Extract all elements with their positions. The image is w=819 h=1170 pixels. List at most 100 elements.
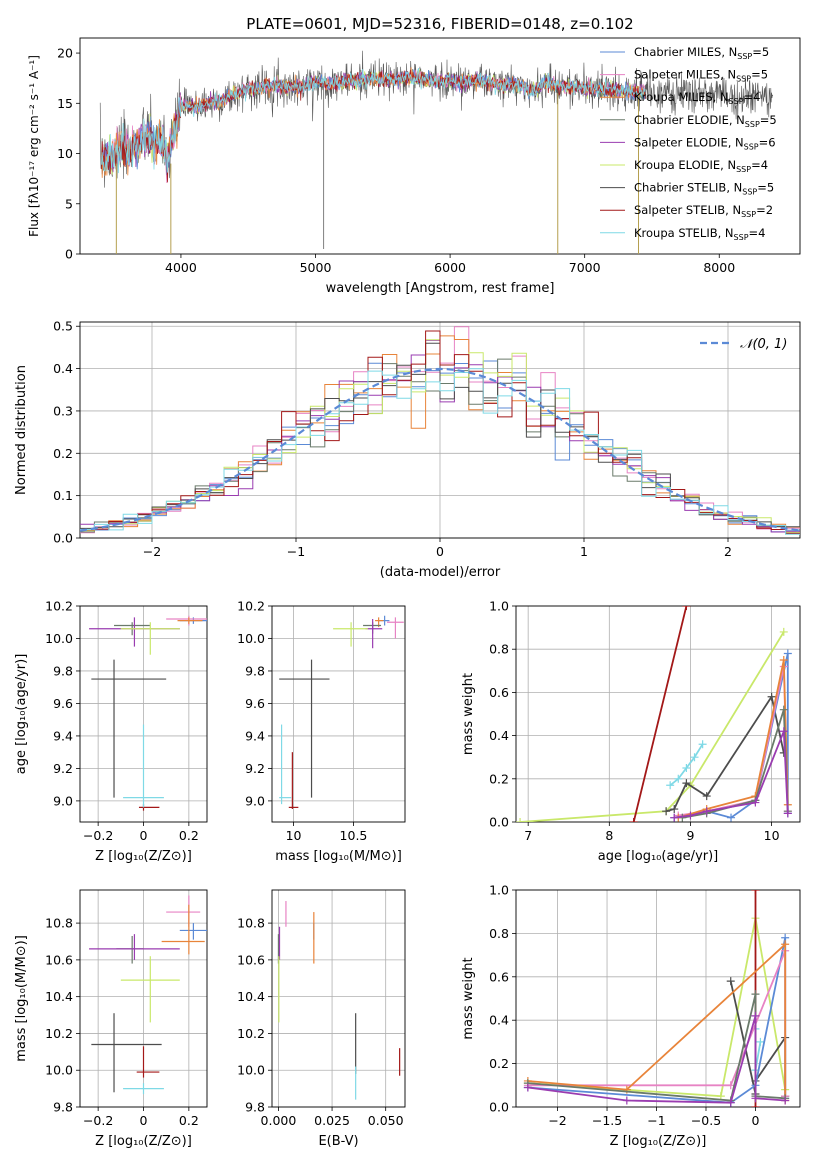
y-axis-label: Normed distribution xyxy=(14,365,29,495)
weight-marker xyxy=(779,727,788,736)
mass_vs_ebv-axes: 0.000 0.025 0.050 9.8 10.0 10.2 10.4 10.6 10.8 E(… xyxy=(237,889,406,1149)
spectrum-line-salpeter_stelib xyxy=(101,69,646,183)
weight-marker xyxy=(698,740,707,749)
legend-label: Chabrier ELODIE, N xyxy=(634,113,745,127)
weight-marker xyxy=(682,606,691,610)
legend-entry: Chabrier MILES, NSSP=5 xyxy=(634,45,769,61)
errorbar-point xyxy=(120,622,180,655)
y-axis-label: mass weight xyxy=(461,957,476,1039)
axes-frame xyxy=(79,889,208,1108)
legend-sub: SSP xyxy=(736,75,751,84)
weight_vs_age-plot-area xyxy=(516,606,792,822)
histogram-salpeter_stelib xyxy=(80,330,800,534)
weight-marker xyxy=(674,774,683,783)
y-tick-label: 0.4 xyxy=(53,361,73,376)
y-axis-label: mass weight xyxy=(461,673,476,755)
y-tick-label: 0.8 xyxy=(489,926,509,941)
age_vs_Z-axes: −0.2 0 0.2 9.0 9.2 9.4 9.6 9.8 10.0 10.2 Z [log₁₀(… xyxy=(14,599,208,864)
residuals-legend: 𝒩(0, 1) xyxy=(700,337,787,352)
legend-sub: SSP xyxy=(737,52,752,61)
axes-frame xyxy=(515,889,801,1108)
weight-marker xyxy=(779,627,788,636)
weight-line-salpeter_stelib xyxy=(632,606,688,822)
errorbar-point xyxy=(138,804,160,811)
weight-marker xyxy=(702,807,711,816)
x-tick-label: 0.025 xyxy=(314,1113,350,1128)
weight-marker xyxy=(523,1083,532,1092)
legend-sub: SSP xyxy=(734,233,749,242)
x-tick-label: 7 xyxy=(524,828,532,843)
y-tick-label: 0.0 xyxy=(489,815,509,830)
y-tick-label: 0.0 xyxy=(489,1100,509,1115)
y-tick-label: 10.2 xyxy=(45,599,73,614)
y-tick-label: 9.4 xyxy=(53,728,73,743)
x-tick-label: 4000 xyxy=(165,260,197,275)
legend-entry: Salpeter STELIB, NSSP=2 xyxy=(634,203,773,219)
y-tick-label: 0.5 xyxy=(53,319,73,334)
y-tick-label: 10.0 xyxy=(45,631,73,646)
legend-entry: Kroupa STELIB, NSSP=4 xyxy=(634,226,765,242)
weight-marker xyxy=(751,890,760,894)
weight-marker xyxy=(751,990,760,999)
y-tick-label: 10.6 xyxy=(45,952,73,967)
x-tick-label: −0.5 xyxy=(691,1113,721,1128)
legend-suffix: =5 xyxy=(757,181,774,195)
weight-marker xyxy=(666,781,675,790)
legend-label: Kroupa MILES, N xyxy=(634,90,729,104)
x-tick-label: −2 xyxy=(143,544,161,559)
x-axis-label: wavelength [Angstrom, rest frame] xyxy=(326,281,555,296)
x-tick-label: 0 xyxy=(140,828,148,843)
x-tick-label: 10 xyxy=(764,828,780,843)
y-tick-label: 1.0 xyxy=(489,599,509,614)
errorbar-point xyxy=(136,1046,160,1078)
spectrum-axes: 4000 5000 6000 7000 8000 0 5 10 15 20 wavelength [… xyxy=(27,15,801,296)
chart-title: PLATE=0601, MJD=52316, FIBERID=0148, z=0… xyxy=(246,15,633,33)
y-tick-label: 9.4 xyxy=(245,728,265,743)
y-tick-label: 10.0 xyxy=(45,1063,73,1078)
weight_vs_Z-axes: −2 −1.5 −1 −0.5 0 0.0 0.2 0.4 0.6 0.8 1.0 Z [log₁₀(… xyxy=(461,883,801,1149)
legend-suffix: =4 xyxy=(749,226,766,240)
weight-marker xyxy=(726,977,735,986)
errorbar-point xyxy=(161,904,205,955)
mass_vs_Z-axes: −0.2 0 0.2 9.8 10.0 10.2 10.4 10.6 10.8 Z [log₁₀(… xyxy=(14,889,208,1149)
y-tick-label: 10.2 xyxy=(45,1026,73,1041)
weight-marker xyxy=(686,811,695,820)
legend-sub: SSP xyxy=(745,120,760,129)
y-tick-label: 9.6 xyxy=(245,696,265,711)
y-tick-label: 10 xyxy=(57,146,73,161)
legend-sub: SSP xyxy=(729,97,744,106)
age_vs_Z-plot-area xyxy=(89,615,207,811)
y-tick-label: 1.0 xyxy=(489,883,509,898)
weight-marker xyxy=(622,1096,631,1105)
x-tick-label: 0.2 xyxy=(179,1113,199,1128)
weight_vs_Z-plot-area xyxy=(523,890,790,1107)
x-tick-label: 6000 xyxy=(434,260,466,275)
x-tick-label: 8000 xyxy=(703,260,735,275)
y-tick-label: 5 xyxy=(65,196,73,211)
y-tick-label: 9.6 xyxy=(53,696,73,711)
weight-line-salpeter_elodie xyxy=(527,1015,786,1104)
weight-line-salpeter_elodie xyxy=(674,730,789,819)
legend-sub: SSP xyxy=(744,142,759,151)
y-tick-label: 9.0 xyxy=(245,793,265,808)
y-tick-label: 9.8 xyxy=(245,663,265,678)
weight-marker xyxy=(702,792,711,801)
y-tick-label: 10.8 xyxy=(45,916,73,931)
legend-entry: Salpeter ELODIE, NSSP=6 xyxy=(634,135,776,151)
y-tick-label: 10.2 xyxy=(237,599,265,614)
x-tick-label: 2 xyxy=(724,544,732,559)
weight-marker xyxy=(756,1037,765,1046)
axes-frame xyxy=(271,889,406,1108)
y-tick-label: 0.2 xyxy=(489,1056,509,1071)
weight-marker xyxy=(779,705,788,714)
y-tick-label: 9.8 xyxy=(53,1100,73,1115)
residuals-plot-area xyxy=(80,326,800,535)
y-tick-label: 0.8 xyxy=(489,642,509,657)
legend-suffix: =5 xyxy=(752,45,769,59)
axes-frame xyxy=(271,605,406,823)
errorbar-point xyxy=(91,1013,162,1093)
y-tick-label: 10.2 xyxy=(237,1026,265,1041)
weight-line-kroupa_elodie xyxy=(520,631,785,822)
x-tick-label: −1 xyxy=(287,544,305,559)
